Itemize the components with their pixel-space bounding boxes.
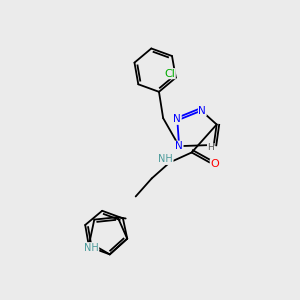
Text: H: H <box>207 143 214 152</box>
Text: N: N <box>175 141 183 151</box>
Text: NH: NH <box>84 243 99 253</box>
Text: NH: NH <box>158 154 173 164</box>
Text: Cl: Cl <box>164 69 175 79</box>
Text: O: O <box>210 160 219 170</box>
Text: N: N <box>173 114 181 124</box>
Text: N: N <box>198 106 206 116</box>
